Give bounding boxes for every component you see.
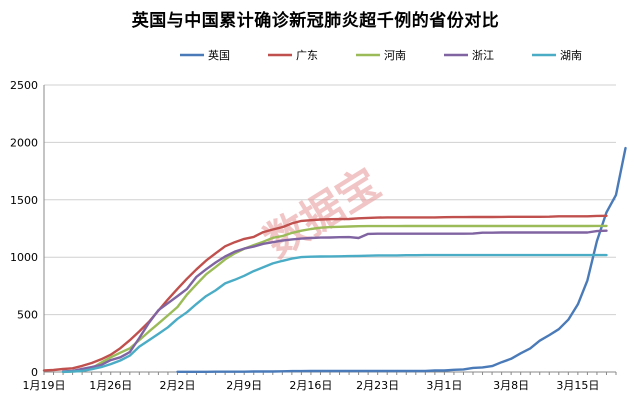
y-tick-label: 500 <box>17 309 38 322</box>
x-tick-label: 1月26日 <box>89 379 132 392</box>
x-tick-label: 3月15日 <box>556 379 599 392</box>
x-tick-label: 2月23日 <box>356 379 399 392</box>
y-tick-label: 1000 <box>10 251 38 264</box>
watermark: 数据宝 <box>256 159 389 267</box>
y-tick-label: 2000 <box>10 136 38 149</box>
series-line-广东 <box>42 214 608 372</box>
legend-label: 英国 <box>208 48 230 62</box>
x-tick-label: 2月2日 <box>159 379 195 392</box>
legend-label: 浙江 <box>472 49 494 62</box>
y-tick-label: 1500 <box>10 194 38 207</box>
chart-title: 英国与中国累计确诊新冠肺炎超千例的省份对比 <box>131 11 500 31</box>
series-line-英国 <box>176 146 627 373</box>
x-tick-label: 3月8日 <box>493 379 529 392</box>
legend-label: 河南 <box>384 49 406 62</box>
legend-label: 湖南 <box>560 49 582 62</box>
x-tick-label: 3月1日 <box>426 379 462 392</box>
x-tick-label: 1月19日 <box>23 379 66 392</box>
x-tick-label: 2月9日 <box>226 379 262 392</box>
x-tick-label: 2月16日 <box>289 379 332 392</box>
y-tick-label: 2500 <box>10 79 38 92</box>
y-tick-label: 0 <box>31 366 38 379</box>
series-line-河南 <box>61 224 608 374</box>
series-line-湖南 <box>61 253 608 374</box>
legend-label: 广东 <box>296 49 318 62</box>
series-line-浙江 <box>61 229 608 373</box>
